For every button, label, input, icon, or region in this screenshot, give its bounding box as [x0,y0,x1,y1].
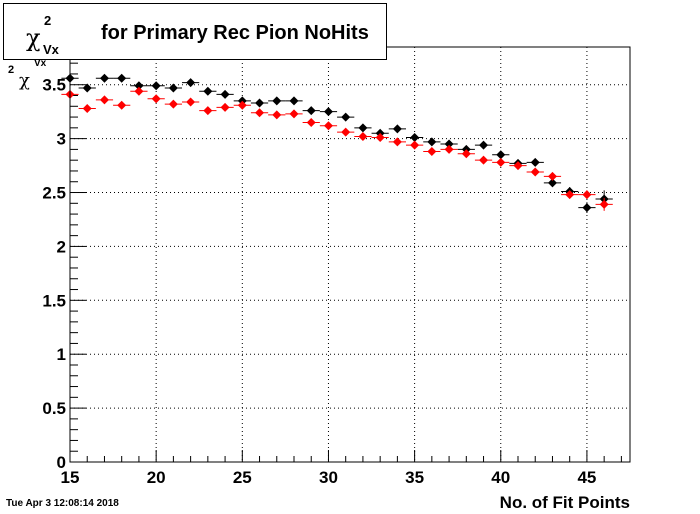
y-tick-label: 1 [57,345,66,364]
chart-title: for Primary Rec Pion NoHits [101,22,369,44]
x-tick-label: 30 [319,468,338,487]
axis-ticks [69,51,622,463]
data-point [461,149,471,159]
data-point [82,83,92,93]
data-point [341,112,351,122]
y-axis-label-symbol: χ [19,70,30,91]
plot-frame [69,46,631,463]
data-point [272,110,282,120]
y-axis-label-superscript: 2 [8,64,15,76]
x-tick-label: 40 [491,468,510,487]
data-point [496,150,506,160]
grid-lines [70,47,630,462]
y-tick-label: 3 [57,130,66,149]
y-tick-label: 0 [57,453,66,472]
tick-labels: 15 20 25 30 35 40 45 0 0.5 1 1.5 2 2.5 3 3.5 [42,76,596,487]
data-point [427,147,437,157]
data-point [410,133,420,143]
data-point [168,83,178,93]
data-point [220,102,230,112]
data-point [582,190,592,200]
x-tick-label: 35 [405,468,424,487]
x-tick-label: 15 [61,468,80,487]
data-point [565,190,575,200]
title-superscript: 2 [44,13,52,28]
y-tick-label: 0.5 [42,399,66,418]
data-point [358,131,368,141]
x-tick-label: 25 [233,468,252,487]
data-point [203,106,213,116]
data-point [289,96,299,106]
data-point [375,133,385,143]
data-point [186,97,196,107]
timestamp: Tue Apr 3 12:08:14 2018 [6,498,119,509]
y-axis-label-subscript: Vx [34,58,47,69]
data-point [479,140,489,150]
data-point [392,137,402,147]
series-2 [61,86,613,211]
data-point [323,107,333,117]
y-tick-label: 2 [57,237,66,256]
data-point [99,95,109,105]
data-point [323,121,333,131]
data-point [134,81,144,91]
series-layer [61,73,613,213]
x-axis-label: No. of Fit Points [499,493,630,512]
data-point [530,157,540,167]
data-point [306,117,316,127]
data-point [255,108,265,118]
data-point [392,124,402,134]
data-point [444,139,454,149]
data-point [599,199,609,209]
y-tick-label: 1.5 [42,291,66,310]
x-tick-label: 45 [577,468,596,487]
data-point [306,106,316,116]
data-point [272,96,282,106]
data-point [117,73,127,83]
data-point [479,155,489,165]
y-tick-label: 3.5 [42,76,66,95]
series-1 [61,73,613,213]
data-point [496,157,506,167]
data-point [547,178,557,188]
data-point [530,167,540,177]
data-point [255,98,265,108]
data-point [82,103,92,113]
y-tick-label: 2.5 [42,184,66,203]
data-point [513,161,523,171]
data-point [117,100,127,110]
data-point [358,123,368,133]
title-subscript: Vx [43,42,59,57]
data-point [582,203,592,213]
x-tick-label: 20 [147,468,166,487]
data-point [220,89,230,99]
data-point [289,109,299,119]
data-point [134,86,144,96]
data-point [237,100,247,110]
title-symbol: χ [26,24,41,52]
data-point [341,127,351,137]
data-point [444,144,454,154]
data-point [168,99,178,109]
data-point [186,78,196,88]
data-point [151,81,161,91]
data-point [547,171,557,181]
data-point [427,137,437,147]
data-point [410,140,420,150]
data-point [99,73,109,83]
data-point [203,86,213,96]
data-point [151,94,161,104]
title-box: χ 2 Vx for Primary Rec Pion NoHits [3,3,387,60]
